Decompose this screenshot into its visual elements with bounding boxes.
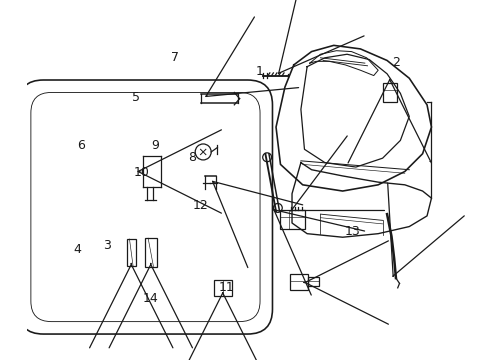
Text: 12: 12 <box>192 199 208 212</box>
Text: 4: 4 <box>73 243 81 256</box>
Text: 1: 1 <box>255 65 263 78</box>
Bar <box>290 274 307 290</box>
Text: 8: 8 <box>188 152 196 165</box>
Bar <box>382 83 396 102</box>
Text: 7: 7 <box>170 51 178 64</box>
Text: 6: 6 <box>77 139 85 152</box>
Text: 3: 3 <box>103 239 111 252</box>
Bar <box>307 277 318 286</box>
Text: 13: 13 <box>344 225 360 238</box>
Bar <box>144 238 157 266</box>
Text: 14: 14 <box>142 292 158 305</box>
Text: 5: 5 <box>131 91 139 104</box>
Text: 11: 11 <box>218 281 234 294</box>
Bar <box>213 280 231 296</box>
Text: 9: 9 <box>151 139 159 152</box>
Text: 2: 2 <box>391 55 399 68</box>
Text: 10: 10 <box>133 166 149 179</box>
Bar <box>126 239 135 266</box>
Bar <box>280 210 305 229</box>
